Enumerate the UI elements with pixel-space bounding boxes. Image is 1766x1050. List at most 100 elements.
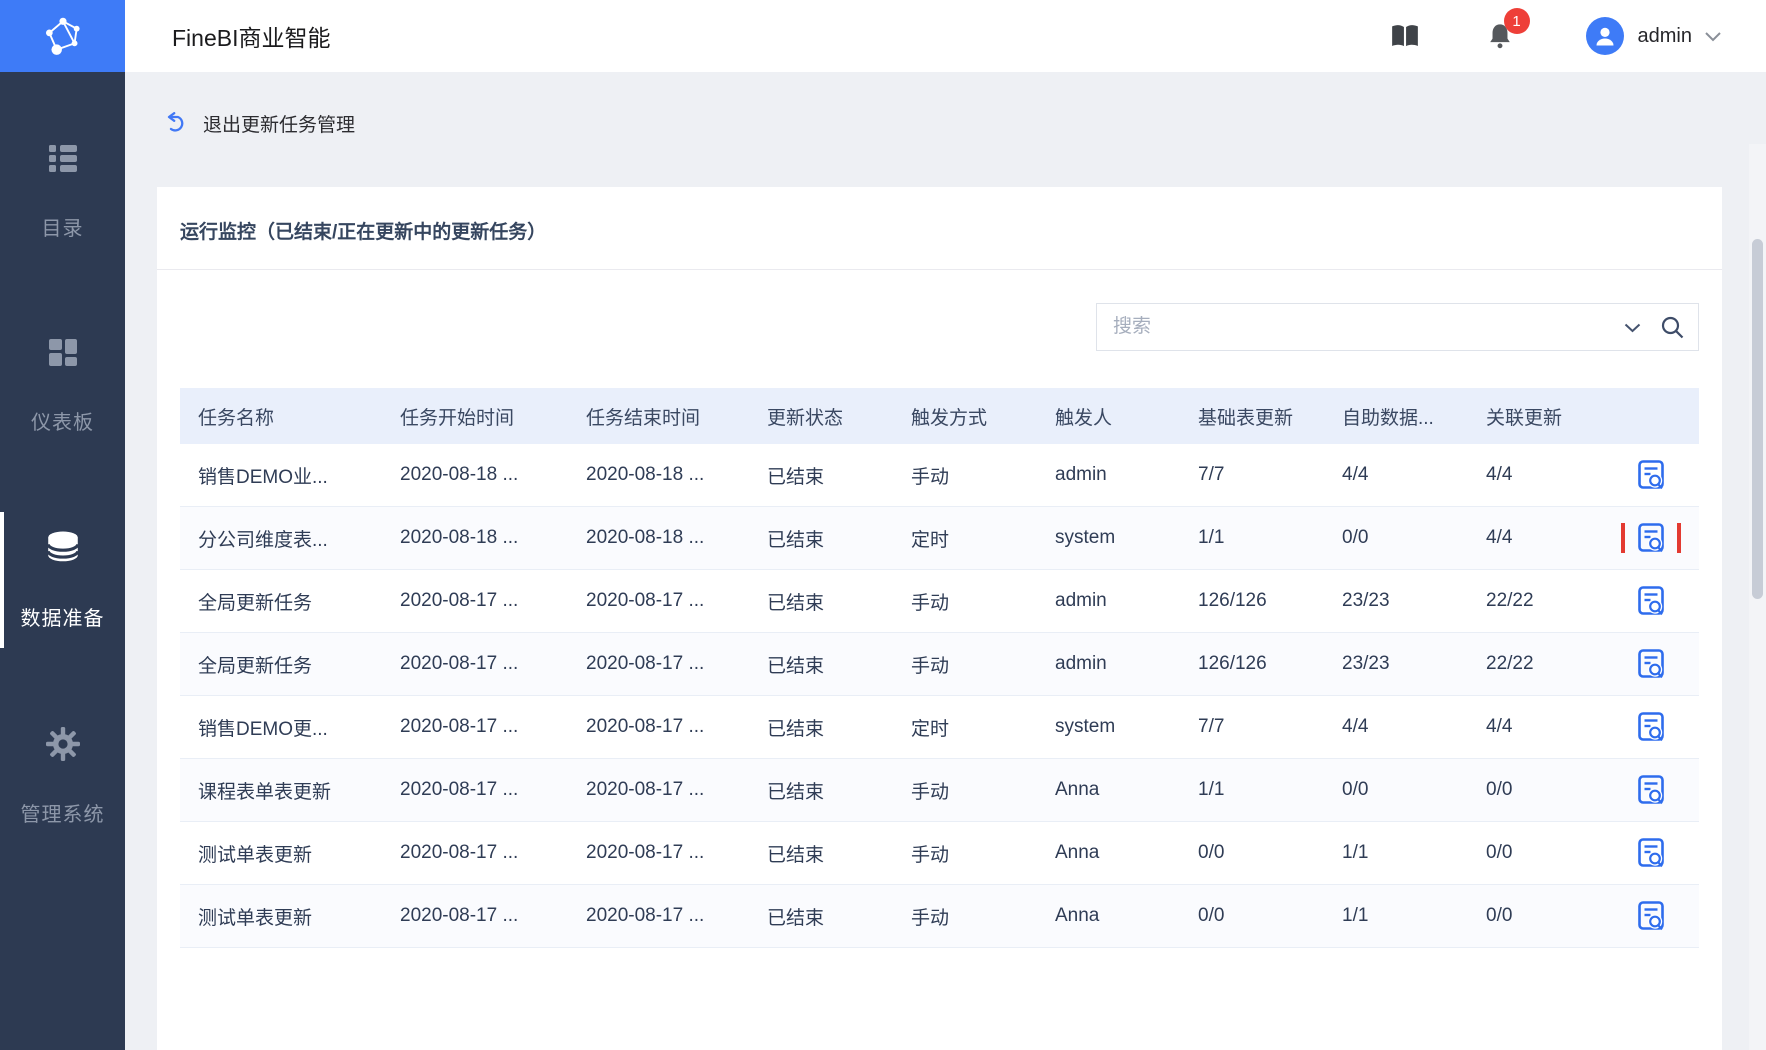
- sidebar-item-admin-system[interactable]: 管理系统: [0, 706, 125, 846]
- cell-related-update: 22/22: [1486, 590, 1534, 611]
- chevron-down-icon[interactable]: [1624, 323, 1641, 333]
- cell-end-time: 2020-08-17 ...: [586, 590, 705, 611]
- user-name[interactable]: admin: [1637, 24, 1692, 47]
- cell-base-table-update: 1/1: [1198, 779, 1225, 800]
- notification-badge: 1: [1503, 8, 1530, 34]
- cell-action: [1602, 523, 1699, 553]
- cell-action: [1602, 586, 1699, 616]
- header-cell-start-time[interactable]: 任务开始时间: [400, 407, 515, 429]
- cell-action: [1602, 460, 1699, 490]
- database-icon: [44, 530, 82, 566]
- cell-base-table-update: 126/126: [1198, 653, 1267, 674]
- cell-related-update: 0/0: [1486, 779, 1513, 800]
- search-icon[interactable]: [1660, 315, 1685, 340]
- header-cell-base-table-update[interactable]: 基础表更新: [1198, 407, 1294, 429]
- app-logo[interactable]: [0, 0, 125, 72]
- header-cell-related-update[interactable]: 关联更新: [1486, 407, 1563, 429]
- sidebar-item-dashboard[interactable]: 仪表板: [0, 314, 125, 454]
- sidebar: 目录 仪表板 数据准备: [0, 0, 125, 1050]
- section-title: 运行监控（已结束/正在更新中的更新任务）: [180, 222, 547, 243]
- cell-base-table-update: 0/0: [1198, 842, 1225, 863]
- view-task-detail-button[interactable]: [1637, 712, 1664, 742]
- view-task-detail-button[interactable]: [1637, 901, 1664, 931]
- help-book-icon[interactable]: [1390, 23, 1420, 49]
- cell-end-time: 2020-08-17 ...: [586, 905, 705, 926]
- topbar-actions: 1 admin: [1390, 8, 1722, 55]
- cell-task-name: 测试单表更新: [198, 844, 313, 866]
- cell-trigger-method: 手动: [911, 781, 950, 803]
- gear-icon: [45, 726, 81, 762]
- cell-end-time: 2020-08-17 ...: [586, 653, 705, 674]
- sidebar-item-label: 目录: [41, 218, 84, 240]
- cell-related-update: 0/0: [1486, 905, 1513, 926]
- cell-trigger-method: 手动: [911, 655, 950, 677]
- view-detail-icon: [1637, 901, 1664, 931]
- cell-selfservice-update: 23/23: [1342, 590, 1390, 611]
- cell-update-status: 已结束: [767, 718, 825, 740]
- search-input[interactable]: [1096, 303, 1699, 351]
- cell-start-time: 2020-08-17 ...: [400, 590, 519, 611]
- view-task-detail-button[interactable]: [1637, 838, 1664, 868]
- view-detail-icon: [1637, 523, 1664, 553]
- exit-task-management-link[interactable]: 退出更新任务管理: [163, 110, 355, 137]
- view-task-detail-button[interactable]: [1637, 649, 1664, 679]
- cell-base-table-update: 7/7: [1198, 716, 1225, 737]
- cell-end-time: 2020-08-17 ...: [586, 779, 705, 800]
- cell-related-update: 4/4: [1486, 464, 1513, 485]
- undo-arrow-icon: [167, 111, 184, 132]
- cell-start-time: 2020-08-18 ...: [400, 464, 519, 485]
- notification-bell[interactable]: 1: [1486, 8, 1530, 50]
- header-cell-selfservice-update[interactable]: 自助数据...: [1342, 407, 1434, 429]
- cell-selfservice-update: 4/4: [1342, 464, 1369, 485]
- cell-action: [1602, 901, 1699, 931]
- view-detail-icon: [1637, 586, 1664, 616]
- cell-update-status: 已结束: [767, 781, 825, 803]
- view-task-detail-button[interactable]: [1637, 775, 1664, 805]
- cell-action: [1602, 649, 1699, 679]
- logo-network-icon: [45, 17, 80, 55]
- cell-update-status: 已结束: [767, 907, 825, 929]
- vertical-scrollbar[interactable]: [1749, 144, 1766, 1050]
- cell-end-time: 2020-08-17 ...: [586, 716, 705, 737]
- view-task-detail-button[interactable]: [1637, 460, 1664, 490]
- cell-action: [1602, 712, 1699, 742]
- cell-base-table-update: 126/126: [1198, 590, 1267, 611]
- view-task-detail-button-highlighted[interactable]: [1620, 523, 1681, 553]
- cell-start-time: 2020-08-18 ...: [400, 527, 519, 548]
- cell-related-update: 4/4: [1486, 527, 1513, 548]
- header-cell-update-status[interactable]: 更新状态: [767, 407, 844, 429]
- sidebar-item-label: 数据准备: [20, 608, 105, 630]
- sidebar-item-data-preparation[interactable]: 数据准备: [0, 510, 125, 650]
- user-avatar[interactable]: [1585, 17, 1624, 55]
- chevron-down-icon[interactable]: [1704, 31, 1722, 42]
- cell-trigger-person: admin: [1055, 464, 1107, 485]
- view-detail-icon: [1637, 838, 1664, 868]
- cell-trigger-method: 手动: [911, 592, 950, 614]
- sidebar-item-label: 管理系统: [20, 804, 105, 826]
- cell-start-time: 2020-08-17 ...: [400, 716, 519, 737]
- user-avatar-icon: [1596, 27, 1614, 46]
- cell-related-update: 22/22: [1486, 653, 1534, 674]
- bell-icon: [1489, 24, 1510, 49]
- header-cell-trigger-method[interactable]: 触发方式: [911, 407, 988, 429]
- view-task-detail-button[interactable]: [1637, 586, 1664, 616]
- header-cell-end-time[interactable]: 任务结束时间: [586, 407, 701, 429]
- cell-task-name: 全局更新任务: [198, 655, 313, 677]
- sidebar-item-catalog[interactable]: 目录: [0, 120, 125, 260]
- header-cell-trigger-person[interactable]: 触发人: [1055, 407, 1113, 429]
- header-cell-task-name[interactable]: 任务名称: [198, 407, 275, 429]
- dashboard-grid-icon: [45, 334, 81, 370]
- table-header-row: 任务名称 任务开始时间 任务结束时间 更新状态 触发方式 触发人 基础表更新 自…: [180, 388, 1699, 444]
- sidebar-item-label: 仪表板: [31, 412, 94, 434]
- cell-related-update: 0/0: [1486, 842, 1513, 863]
- cell-trigger-method: 定时: [911, 718, 950, 740]
- cell-base-table-update: 1/1: [1198, 527, 1225, 548]
- divider: [157, 269, 1722, 270]
- cell-start-time: 2020-08-17 ...: [400, 653, 519, 674]
- table-row: 全局更新任务 2020-08-17 ... 2020-08-17 ... 已结束 手动 a…: [180, 633, 1699, 696]
- cell-trigger-person: system: [1055, 527, 1116, 548]
- cell-selfservice-update: 1/1: [1342, 905, 1369, 926]
- table-row: 分公司维度表... 2020-08-18 ... 2020-08-18 ... 已结束…: [180, 507, 1699, 570]
- cell-trigger-person: admin: [1055, 590, 1107, 611]
- scrollbar-thumb[interactable]: [1752, 239, 1763, 599]
